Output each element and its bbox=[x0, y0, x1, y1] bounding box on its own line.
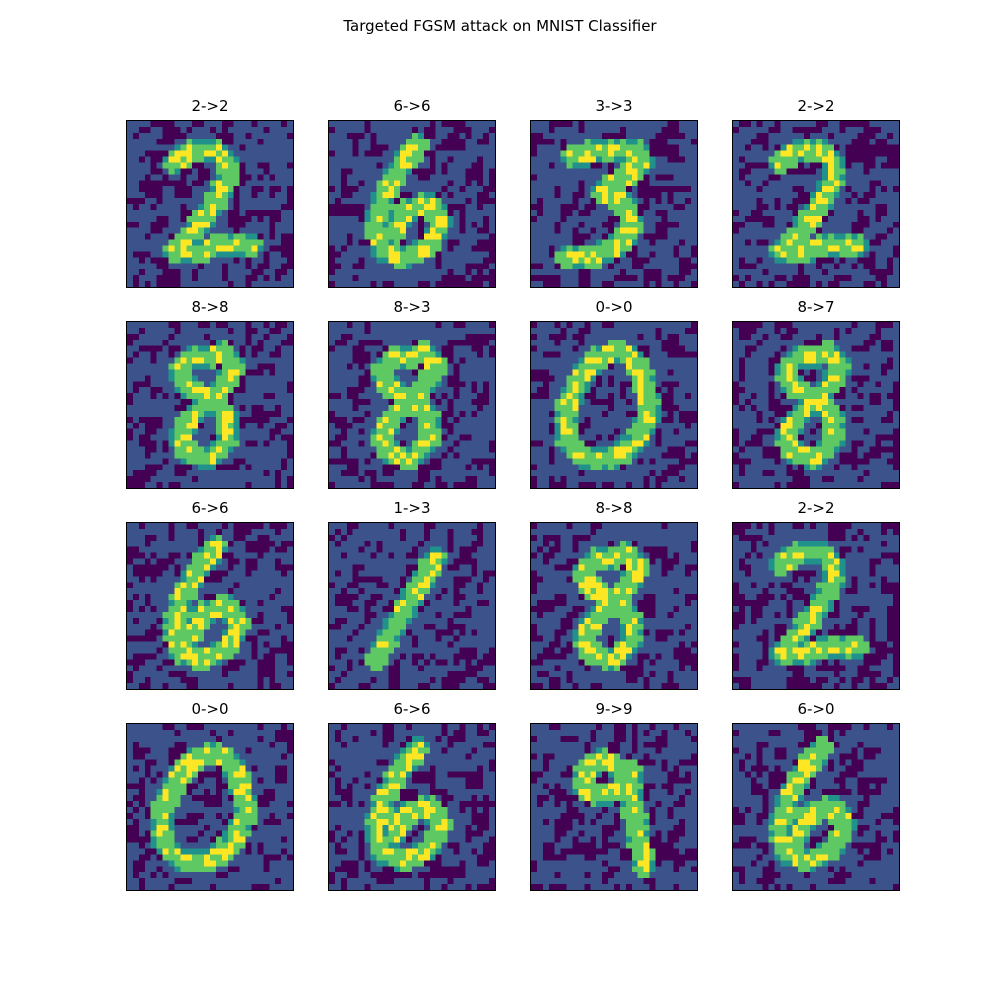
pixel-grid bbox=[733, 523, 899, 689]
adversarial-image bbox=[530, 723, 698, 891]
adversarial-image bbox=[328, 723, 496, 891]
panel-title: 6->0 bbox=[732, 700, 900, 718]
pixel-grid bbox=[531, 322, 697, 488]
pixel-grid bbox=[733, 724, 899, 890]
adversarial-image bbox=[126, 321, 294, 489]
adversarial-image bbox=[328, 522, 496, 690]
panel-title: 2->2 bbox=[732, 499, 900, 517]
panel-title: 6->6 bbox=[328, 700, 496, 718]
panel-title: 1->3 bbox=[328, 499, 496, 517]
pixel-grid bbox=[531, 121, 697, 287]
adversarial-image bbox=[126, 120, 294, 288]
adversarial-image bbox=[126, 723, 294, 891]
panel-title: 8->8 bbox=[126, 298, 294, 316]
pixel-grid bbox=[127, 724, 293, 890]
adversarial-image bbox=[328, 321, 496, 489]
adversarial-image bbox=[328, 120, 496, 288]
adversarial-image bbox=[530, 321, 698, 489]
pixel-grid bbox=[329, 724, 495, 890]
panel-title: 2->2 bbox=[126, 97, 294, 115]
pixel-grid bbox=[127, 322, 293, 488]
pixel-grid bbox=[329, 523, 495, 689]
panel-title: 8->7 bbox=[732, 298, 900, 316]
panel-title: 8->8 bbox=[530, 499, 698, 517]
adversarial-image bbox=[732, 321, 900, 489]
adversarial-image bbox=[732, 120, 900, 288]
adversarial-image bbox=[732, 723, 900, 891]
adversarial-image bbox=[126, 522, 294, 690]
panel-title: 8->3 bbox=[328, 298, 496, 316]
pixel-grid bbox=[127, 523, 293, 689]
adversarial-image bbox=[530, 522, 698, 690]
adversarial-image bbox=[732, 522, 900, 690]
pixel-grid bbox=[733, 121, 899, 287]
pixel-grid bbox=[733, 322, 899, 488]
panel-title: 0->0 bbox=[530, 298, 698, 316]
figure-title: Targeted FGSM attack on MNIST Classifier bbox=[0, 17, 1000, 35]
adversarial-image bbox=[530, 120, 698, 288]
pixel-grid bbox=[329, 121, 495, 287]
panel-title: 0->0 bbox=[126, 700, 294, 718]
pixel-grid bbox=[531, 523, 697, 689]
panel-title: 6->6 bbox=[328, 97, 496, 115]
pixel-grid bbox=[127, 121, 293, 287]
pixel-grid bbox=[531, 724, 697, 890]
panel-title: 2->2 bbox=[732, 97, 900, 115]
panel-title: 3->3 bbox=[530, 97, 698, 115]
panel-title: 9->9 bbox=[530, 700, 698, 718]
panel-title: 6->6 bbox=[126, 499, 294, 517]
pixel-grid bbox=[329, 322, 495, 488]
